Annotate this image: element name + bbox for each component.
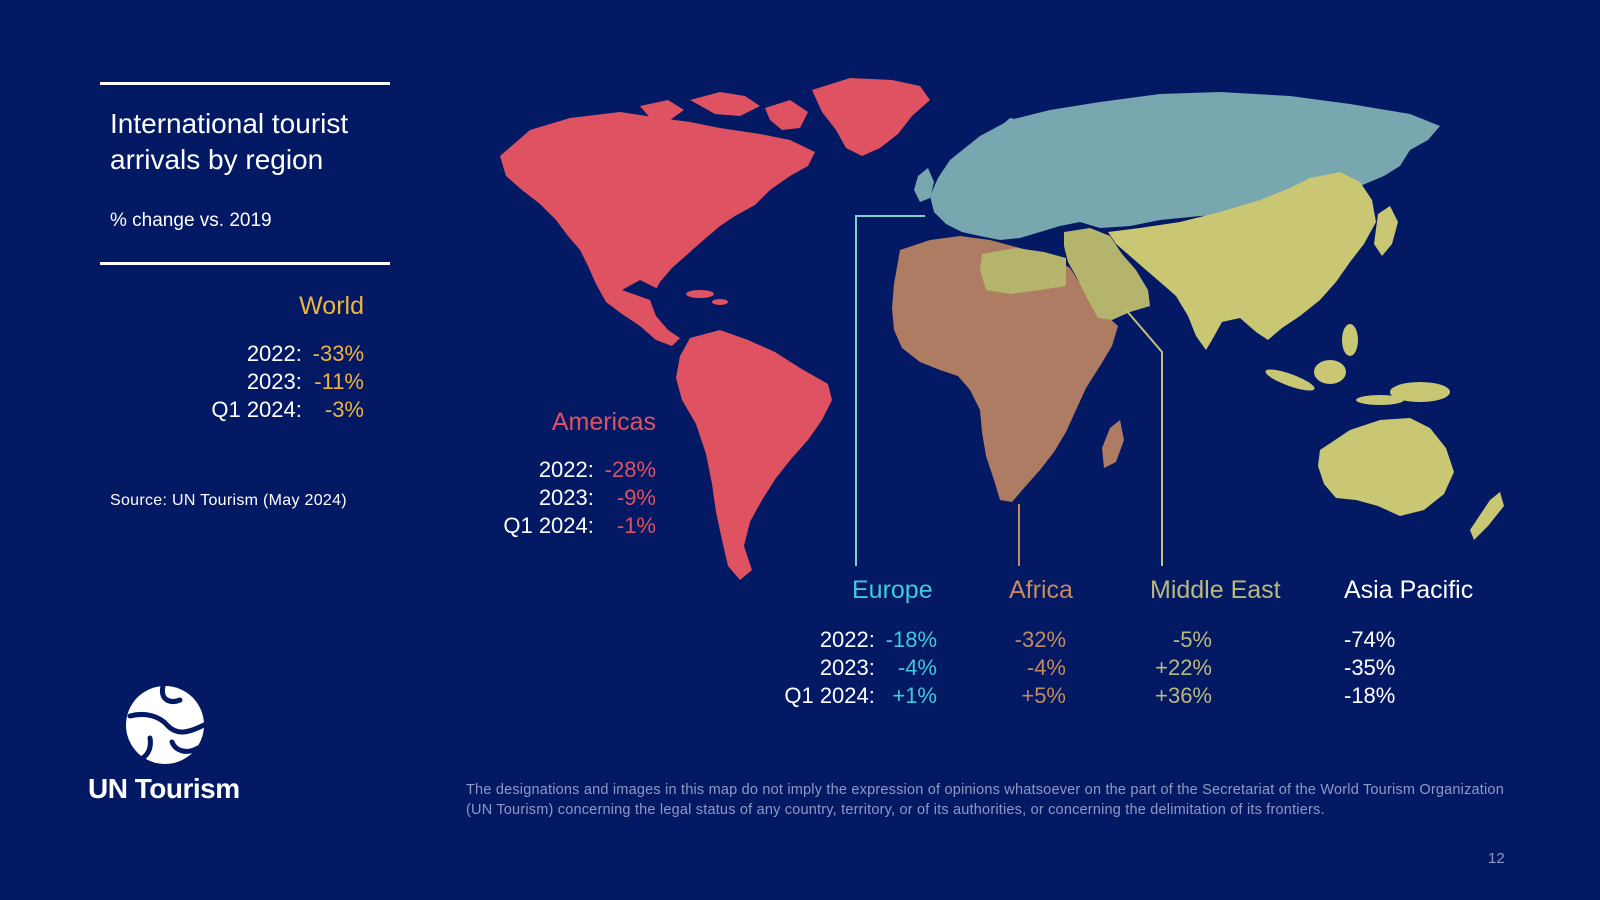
asia-pacific-name: Asia Pacific [1344, 576, 1474, 604]
world-name: World [299, 292, 364, 320]
africa-value-2023: -4% [1026, 655, 1066, 680]
middle-east-value-2023: +22% [1155, 655, 1212, 680]
americas-value-2022: -28% [604, 457, 656, 482]
americas-row-2022: 2022: -28% [539, 456, 656, 484]
bottom-divider [100, 262, 390, 265]
world-value-2023: -11% [314, 369, 364, 394]
africa-name: Africa [1009, 576, 1073, 604]
middle-east-region [980, 228, 1150, 320]
top-divider [100, 82, 390, 85]
americas-row-q1-2024: Q1 2024: -1% [503, 512, 656, 540]
world-value-2022: -33% [312, 341, 364, 366]
asia-pacific-region [1108, 172, 1504, 540]
asia-pacific-value-q1-2024: -18% [1344, 683, 1396, 708]
world-row-2022: 2022: -33% [247, 340, 364, 368]
europe-row-2022: 2022: -18% [820, 626, 937, 654]
asia-pacific-value-2022: -74% [1344, 627, 1396, 652]
africa-region [892, 236, 1124, 502]
map-disclaimer: The designations and images in this map … [466, 782, 1504, 818]
americas-row-2023: 2023: -9% [539, 484, 656, 512]
world-value-q1-2024: -3% [324, 397, 364, 422]
asia-pacific-value-2023: -35% [1344, 655, 1396, 680]
europe-name: Europe [852, 576, 933, 604]
page-title: International tourist arrivals by region [110, 108, 349, 175]
middle-east-value-2022: -5% [1172, 627, 1212, 652]
europe-row-2023: 2023: -4% [820, 654, 937, 682]
americas-region [500, 78, 930, 580]
world-row-q1-2024: Q1 2024: -3% [211, 396, 364, 424]
brand-name: UN Tourism [88, 773, 240, 804]
americas-value-q1-2024: -1% [616, 513, 656, 538]
europe-leader-line [855, 215, 925, 566]
americas-label-2023: 2023: [538, 485, 594, 510]
europe-row-q1-2024: Q1 2024: +1% [784, 682, 937, 710]
page-subtitle: % change vs. 2019 [110, 210, 272, 231]
europe-value-q1-2024: +1% [892, 683, 937, 708]
middle-east-name: Middle East [1150, 576, 1281, 604]
europe-value-2023: -4% [897, 655, 937, 680]
africa-value-q1-2024: +5% [1021, 683, 1066, 708]
africa-value-2022: -32% [1014, 627, 1066, 652]
middle-east-value-q1-2024: +36% [1155, 683, 1212, 708]
world-label-q1-2024: Q1 2024: [211, 397, 302, 422]
world-label-2023: 2023: [246, 369, 302, 394]
page-number: 12 [1488, 850, 1505, 867]
world-row-2023: 2023: -11% [247, 368, 364, 396]
middle-east-leader-line [1125, 309, 1163, 566]
americas-label-q1-2024: Q1 2024: [503, 513, 594, 538]
americas-name: Americas [551, 408, 656, 436]
source-note: Source: UN Tourism (May 2024) [110, 492, 347, 509]
europe-label-2022: 2022: [819, 627, 875, 652]
americas-value-2023: -9% [616, 485, 656, 510]
europe-label-2023: 2023: [819, 655, 875, 680]
americas-label-2022: 2022: [538, 457, 594, 482]
world-label-2022: 2022: [246, 341, 302, 366]
europe-value-2022: -18% [885, 627, 937, 652]
europe-label-q1-2024: Q1 2024: [784, 683, 875, 708]
